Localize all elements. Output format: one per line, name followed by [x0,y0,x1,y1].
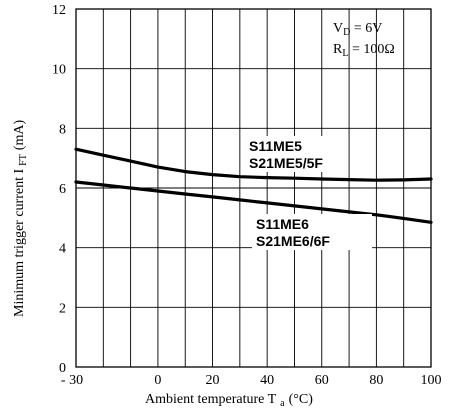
condition-vd: VD = 6V [333,21,382,38]
conditions-block: VD = 6V RL = 100Ω [333,21,395,59]
series-line-1 [74,147,433,182]
plot-frame [75,8,432,368]
x-tick-label: 0 [154,373,161,388]
x-tick-label: 100 [421,373,442,388]
y-tick-label: 8 [59,122,66,137]
series1-label-line2: S21ME5/5F [249,155,323,171]
x-tick-label: 80 [369,373,383,388]
x-tick-label: 40 [260,373,274,388]
y-tick-label: 12 [52,3,66,18]
y-tick-label: 4 [59,242,66,257]
x-tick-label: 20 [206,373,220,388]
series2-label-bg [252,214,372,250]
y-tick-label: 10 [52,63,66,78]
y-tick-label: 2 [59,301,66,316]
condition-rl: RL = 100Ω [333,42,395,59]
x-tick-label: - 30 [61,373,83,388]
x-tick-label: 60 [315,373,329,388]
y-axis-label: Minimum trigger current IFT(mA) [12,120,29,317]
series2-label-line2: S21ME6/6F [256,233,330,249]
series1-label-line1: S11ME5 [249,138,302,154]
y-tick-label: 6 [59,182,66,197]
series2-label-line1: S11ME6 [256,216,309,232]
y-tick-label: 0 [59,361,66,376]
series1-label-bg [246,136,330,172]
